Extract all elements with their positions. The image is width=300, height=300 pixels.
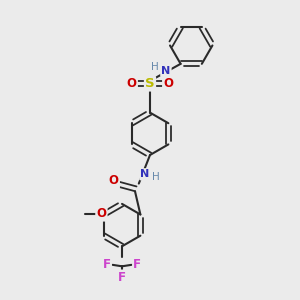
- Text: N: N: [161, 66, 170, 76]
- Text: S: S: [145, 77, 155, 90]
- Text: H: H: [151, 62, 159, 72]
- Text: F: F: [118, 271, 126, 284]
- Text: H: H: [152, 172, 160, 182]
- Text: F: F: [103, 258, 111, 271]
- Text: F: F: [133, 258, 141, 271]
- Text: N: N: [140, 169, 150, 179]
- Text: O: O: [109, 174, 119, 188]
- Text: O: O: [96, 207, 106, 220]
- Text: O: O: [163, 77, 173, 90]
- Text: O: O: [127, 77, 137, 90]
